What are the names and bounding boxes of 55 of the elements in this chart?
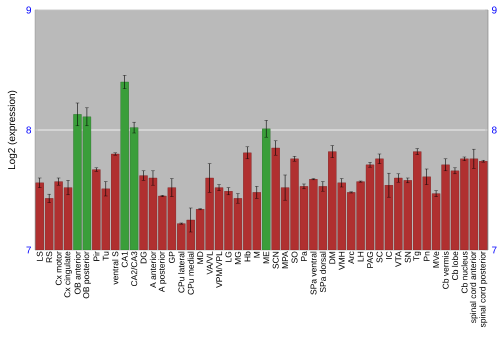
y-axis-title: Log2 (expression): [8, 90, 18, 170]
x-tick-label: GP: [168, 252, 175, 264]
x-tick-label: Tg: [413, 252, 422, 261]
x-tick-label: Pir: [93, 251, 100, 261]
x-tick-label: ME: [263, 252, 270, 264]
x-tick-label: A anterior: [150, 251, 156, 288]
x-tick-label: Arc: [348, 251, 354, 264]
y2-tick-label: 8: [492, 126, 497, 134]
x-tick-label: CPu lateral: [178, 252, 184, 293]
y-tick-label: 8: [26, 126, 32, 134]
x-tick-label: ventral S: [112, 252, 118, 285]
x-tick-label: SC: [376, 252, 382, 263]
x-tick-label: MD: [197, 252, 204, 264]
x-tick-label: Cx motor: [56, 251, 62, 286]
x-tick-label: Pa: [301, 251, 307, 261]
x-tick-label: OB anterior: [74, 251, 81, 294]
x-tick-label: CA1: [122, 252, 128, 268]
x-tick-label: Cx cingulate: [64, 252, 72, 298]
x-tick-label: SCN: [272, 252, 279, 269]
x-tick-label: VTA: [395, 251, 402, 268]
x-tick-label: LG: [225, 252, 232, 262]
x-tick-label: Hb: [244, 252, 250, 262]
x-tick-label: CPu medial: [188, 252, 194, 295]
x-tick-label: LH: [358, 252, 364, 262]
y2-tick-label: 7: [492, 246, 497, 254]
y-tick-label: 7: [26, 246, 31, 254]
x-tick-label: MPA: [282, 251, 288, 268]
x-tick-label: VPM/VPL: [216, 251, 222, 288]
x-tick-label: Cb lobe: [452, 252, 458, 280]
x-tick-label: MVe: [433, 252, 440, 268]
x-tick-label: CA2/CA3: [130, 252, 138, 286]
x-tick-label: Cb nucleus: [461, 252, 468, 294]
x-tick-label: SN: [404, 252, 411, 263]
x-tick-label: spinal cord anterior: [470, 251, 478, 323]
x-tick-label: Pn: [424, 252, 430, 261]
x-tick-label: DM: [329, 252, 336, 264]
x-tick-label: SO: [292, 252, 298, 264]
x-tick-label: RS: [46, 252, 52, 262]
x-tick-label: PAG: [367, 252, 374, 268]
y-tick-label: 9: [26, 6, 32, 14]
x-tick-label: VA/VL: [206, 251, 213, 275]
x-tick-label: DG: [140, 252, 147, 264]
x-tick-label: spinal cord posterior: [479, 251, 488, 328]
x-tick-label: SPa dorsal: [320, 252, 326, 292]
x-tick-label: Cb vermis: [442, 252, 449, 289]
x-tick-label: Tu: [102, 252, 109, 261]
x-tick-label: SPa ventral: [310, 252, 317, 295]
x-tick-label: LS: [36, 252, 43, 261]
y2-tick-label: 9: [492, 6, 497, 14]
x-tick-label: M: [254, 252, 260, 258]
x-tick-label: VMH: [338, 252, 345, 270]
x-tick-label: MG: [234, 252, 241, 264]
x-tick-label: IC: [386, 252, 392, 259]
x-tick-label: A posterior: [158, 251, 166, 292]
x-tick-label: OB posterior: [82, 251, 91, 298]
